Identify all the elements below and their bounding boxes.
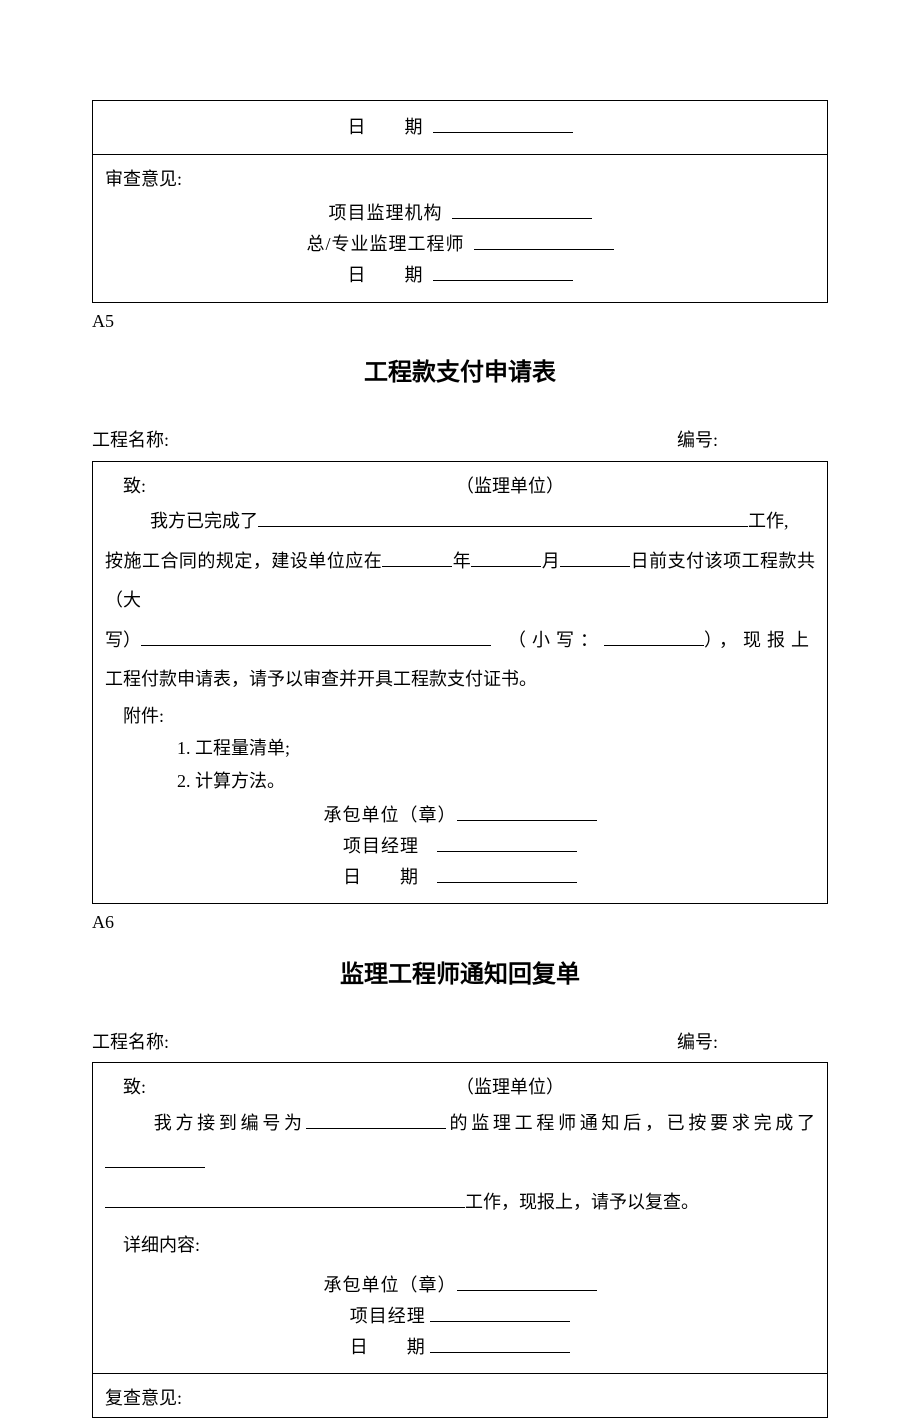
top-date-sig: 日 期 xyxy=(105,113,815,142)
a5-blank-year xyxy=(382,549,452,567)
a5-blank-day xyxy=(560,549,630,567)
a5-line3-prefix: 写） xyxy=(105,630,141,650)
sig-eng-label: 总/专业监理工程师 xyxy=(306,230,464,259)
a6-blank-num xyxy=(306,1111,446,1129)
a6-sig-block: 承包单位（章） 项目经理 日 期 xyxy=(105,1271,815,1361)
a5-small-label: （小写： xyxy=(508,630,604,650)
a5-blank-small xyxy=(604,628,704,646)
a6-sig-contractor: 承包单位（章） xyxy=(324,1271,457,1300)
a6-sig-date: 日 期 xyxy=(350,1333,426,1362)
a6-to-row: 致: （监理单位） xyxy=(105,1071,815,1103)
a5-sig-pm: 项目经理 xyxy=(343,832,419,861)
a6-blank-done xyxy=(105,1150,205,1168)
a5-attachment-1: 1. 工程量清单; xyxy=(105,732,815,764)
top-continuation-box: 日 期 xyxy=(92,100,828,155)
form-code-a6: A6 xyxy=(92,906,828,938)
a5-line2-prefix: 按施工合同的规定，建设单位应在 xyxy=(105,551,382,571)
a5-to-label: 致: xyxy=(123,470,146,502)
a5-attachment-label: 附件: xyxy=(105,700,815,732)
form-title-a6: 监理工程师通知回复单 xyxy=(92,953,828,996)
a6-blank-work xyxy=(105,1190,465,1208)
review-box: 审查意见: 项目监理机构 总/专业监理工程师 日 期 xyxy=(92,155,828,303)
a5-line1-suffix: 工作, xyxy=(748,511,789,531)
a6-sig-pm: 项目经理 xyxy=(350,1302,426,1331)
a6-line1-mid: 的监理工程师通知后，已按要求完成了 xyxy=(446,1113,815,1133)
a5-body-box: 致: （监理单位） 我方已完成了工作, 按施工合同的规定，建设单位应在年月日前支… xyxy=(92,461,828,905)
a6-body-text: 我方接到编号为 的监理工程师通知后，已按要求完成了 工作，现报上，请予以复查。 xyxy=(105,1104,815,1223)
a6-review-box: 复查意见: xyxy=(92,1374,828,1417)
date-blank xyxy=(433,115,573,133)
sig-date-blank xyxy=(433,263,573,281)
sig-org-label: 项目监理机构 xyxy=(329,199,443,228)
a5-sig-date-blank xyxy=(437,865,577,883)
a5-small-suffix: ），现报上 xyxy=(704,630,815,650)
a6-body-box: 致: （监理单位） 我方接到编号为 的监理工程师通知后，已按要求完成了 工作，现报… xyxy=(92,1062,828,1374)
a6-sig-pm-blank xyxy=(430,1304,570,1322)
a5-to-unit: （监理单位） xyxy=(456,470,564,502)
a5-blank-caps xyxy=(141,628,491,646)
a5-attachment-2: 2. 计算方法。 xyxy=(105,765,815,797)
a6-to-label: 致: xyxy=(123,1071,146,1103)
a6-line1-prefix: 我方接到编号为 xyxy=(150,1113,306,1133)
a5-year: 年 xyxy=(452,551,471,571)
form-title-a5: 工程款支付申请表 xyxy=(92,351,828,394)
a5-header-row: 工程名称: 编号: xyxy=(92,424,828,456)
a5-sig-contractor-blank xyxy=(457,803,597,821)
a5-project-label: 工程名称: xyxy=(92,424,169,456)
a6-sig-contractor-blank xyxy=(457,1273,597,1291)
sig-org-blank xyxy=(452,201,592,219)
a6-sig-date-blank xyxy=(430,1335,570,1353)
a5-month: 月 xyxy=(541,551,560,571)
sig-eng-blank xyxy=(474,232,614,250)
a6-number-label: 编号: xyxy=(677,1026,718,1058)
a5-line1-prefix: 我方已完成了 xyxy=(150,511,258,531)
form-code-a5: A5 xyxy=(92,305,828,337)
a6-detail-label: 详细内容: xyxy=(105,1229,815,1261)
review-label: 审查意见: xyxy=(105,163,815,195)
a5-line4: 工程付款申请表，请予以审查并开具工程款支付证书。 xyxy=(105,660,815,700)
a5-sig-contractor: 承包单位（章） xyxy=(324,801,457,830)
a5-sig-date: 日 期 xyxy=(343,863,419,892)
a6-header-row: 工程名称: 编号: xyxy=(92,1026,828,1058)
a5-number-label: 编号: xyxy=(677,424,718,456)
a5-blank-work xyxy=(258,509,748,527)
a6-project-label: 工程名称: xyxy=(92,1026,169,1058)
review-sig-block: 项目监理机构 总/专业监理工程师 日 期 xyxy=(105,199,815,289)
date-label: 日 期 xyxy=(348,113,424,142)
a5-sig-pm-blank xyxy=(437,834,577,852)
a5-to-row: 致: （监理单位） xyxy=(105,470,815,502)
a6-review-label: 复查意见: xyxy=(105,1382,815,1414)
a5-blank-month xyxy=(471,549,541,567)
a5-sig-block: 承包单位（章） 项目经理 日 期 xyxy=(105,801,815,891)
a6-to-unit: （监理单位） xyxy=(456,1071,564,1103)
sig-date-label: 日 期 xyxy=(348,261,424,290)
a6-line2-suffix: 工作，现报上，请予以复查。 xyxy=(465,1192,699,1212)
a5-body-text: 我方已完成了工作, 按施工合同的规定，建设单位应在年月日前支付该项工程款共（大 … xyxy=(105,502,815,700)
